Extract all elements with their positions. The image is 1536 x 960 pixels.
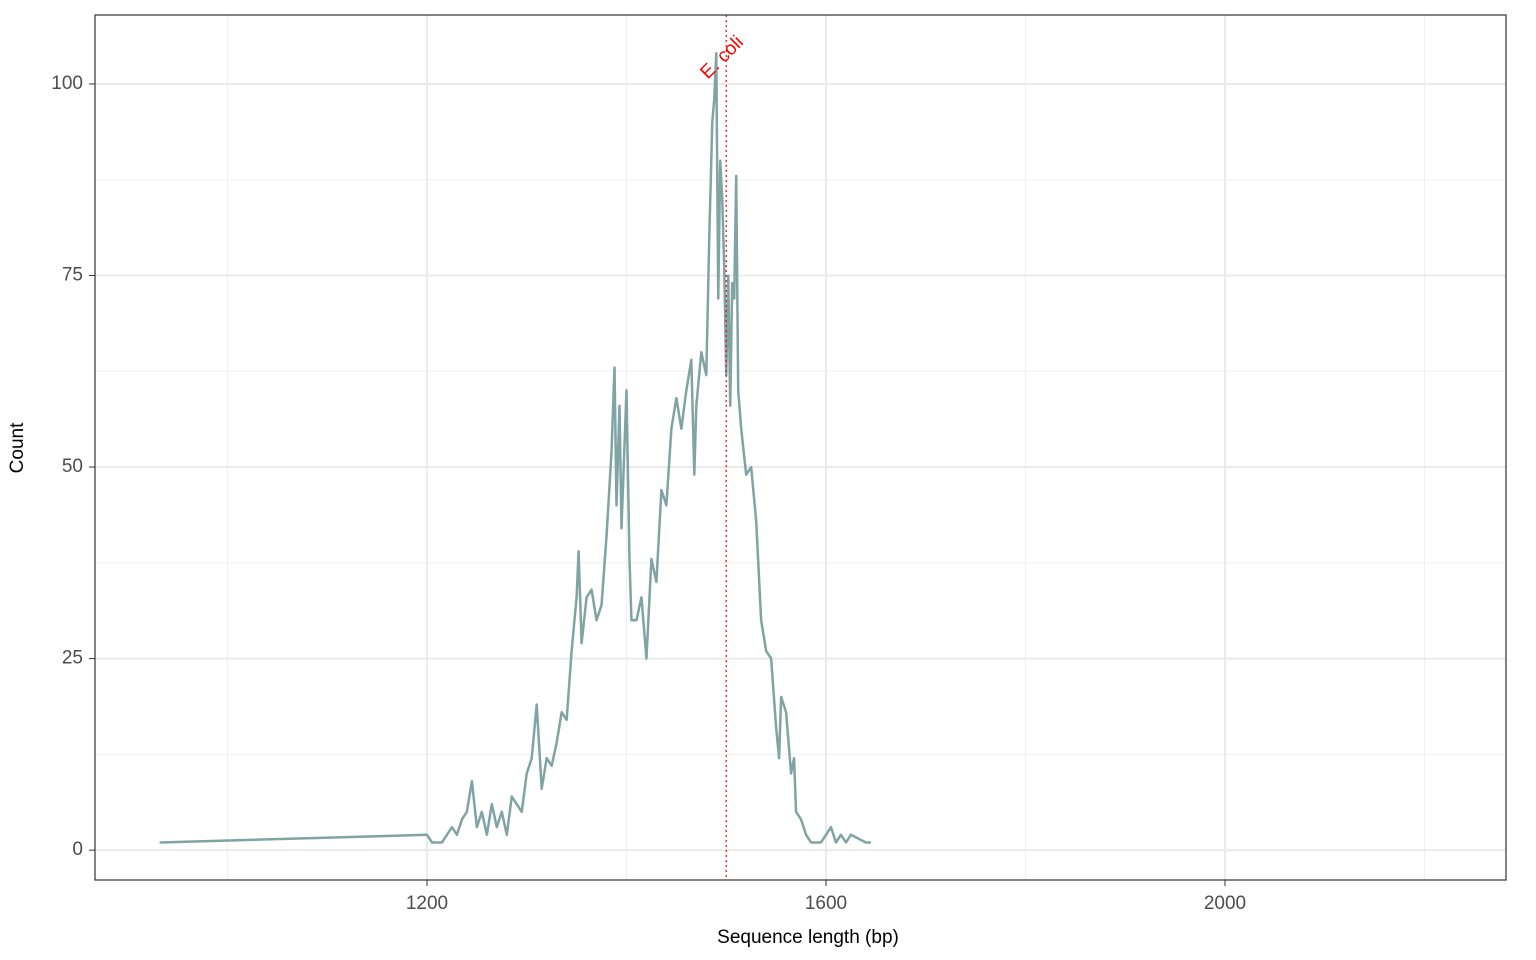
data-line — [159, 52, 871, 844]
x-axis-title: Sequence length (bp) — [717, 927, 899, 948]
y-tick-label: 100 — [51, 73, 83, 94]
y-tick-label: 25 — [62, 648, 83, 669]
y-tick-label: 0 — [72, 839, 83, 860]
y-tick-label: 75 — [62, 265, 83, 286]
x-tick-label: 1600 — [805, 893, 847, 914]
x-tick-label: 1200 — [406, 893, 448, 914]
y-tick-label: 50 — [62, 456, 83, 477]
panel-border — [94, 14, 1507, 881]
x-tick-label: 2000 — [1204, 893, 1246, 914]
y-axis-title: Count — [7, 422, 28, 473]
